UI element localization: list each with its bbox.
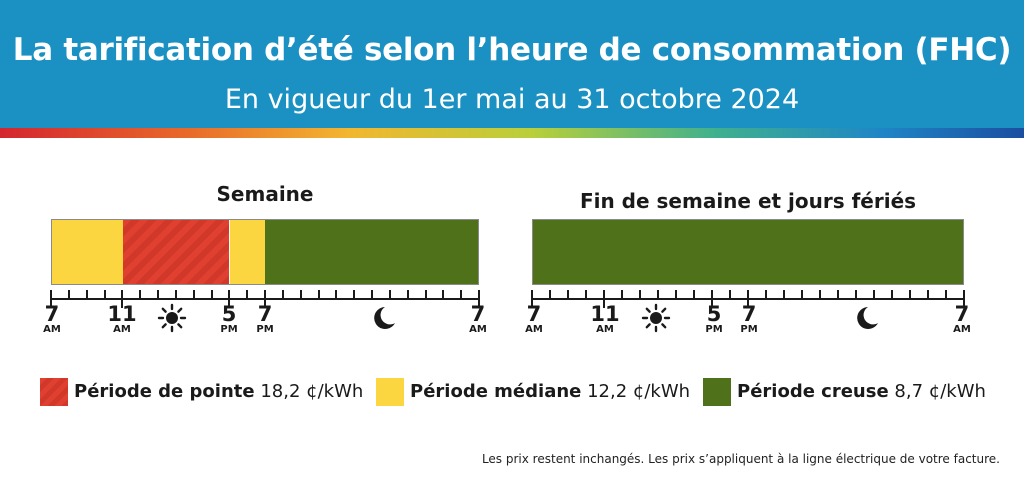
- axis-minor-tick: [442, 290, 445, 298]
- weekday-title: Semaine: [216, 182, 314, 206]
- legend-item-peak: Période de pointe 18,2 ¢/kWh: [40, 378, 380, 408]
- axis-minor-tick: [67, 290, 70, 298]
- weekend-label-5pm: 5 PM: [705, 302, 723, 336]
- legend-item-off: Période creuse 8,7 ¢/kWh: [703, 378, 1003, 408]
- page-title: La tarification d’été selon l’heure de c…: [12, 32, 1012, 68]
- weekend-title: Fin de semaine et jours fériés: [579, 189, 917, 213]
- header-banner: La tarification d’été selon l’heure de c…: [0, 0, 1024, 128]
- legend-swatch-off: [703, 378, 731, 406]
- footnote: Les prix restent inchangés. Les prix s’a…: [481, 452, 1000, 466]
- legend-name-peak: Période de pointe: [74, 381, 255, 402]
- legend-item-mid: Période médiane 12,2 ¢/kWh: [376, 378, 696, 408]
- legend-price-mid: 12,2 ¢/kWh: [587, 381, 691, 402]
- axis-minor-tick: [406, 290, 409, 298]
- axis-minor-tick: [872, 290, 875, 298]
- axis-minor-tick: [174, 290, 177, 298]
- weekday-label-7am: 7 AM: [43, 302, 61, 336]
- axis-major-tick: [121, 290, 124, 308]
- axis-minor-tick: [728, 290, 731, 298]
- weekend-label-7am-next: 7 AM: [953, 302, 971, 336]
- legend-swatch-peak: [40, 378, 68, 406]
- axis-minor-tick: [424, 290, 427, 298]
- weekday-time-axis: [50, 290, 480, 310]
- axis-minor-tick: [157, 290, 159, 298]
- axis-minor-tick: [674, 290, 677, 298]
- axis-major-tick: [264, 290, 266, 308]
- axis-minor-tick: [837, 290, 839, 298]
- sun-icon: [641, 303, 671, 333]
- axis-minor-tick: [103, 290, 106, 298]
- moon-icon: [374, 307, 395, 329]
- legend-price-off: 8,7 ¢/kWh: [894, 381, 986, 402]
- axis-minor-tick: [371, 290, 373, 298]
- weekday-label-11am: 11 AM: [107, 302, 137, 336]
- axis-minor-tick: [801, 290, 803, 298]
- weekday-label-7am-next: 7 AM: [469, 302, 487, 336]
- axis-minor-tick: [281, 290, 284, 298]
- axis-minor-tick: [782, 290, 785, 298]
- axis-minor-tick: [891, 290, 893, 298]
- weekday-label-7pm: 7 PM: [256, 302, 274, 336]
- axis-minor-tick: [693, 290, 695, 298]
- axis-minor-tick: [765, 290, 767, 298]
- axis-minor-tick: [818, 290, 821, 298]
- weekend-label-7am: 7 AM: [525, 302, 543, 336]
- axis-minor-tick: [926, 290, 929, 298]
- axis-minor-tick: [585, 290, 587, 298]
- axis-minor-tick: [210, 290, 213, 298]
- axis-minor-tick: [639, 290, 641, 298]
- axis-minor-tick: [192, 290, 195, 298]
- sun-icon: [157, 303, 187, 333]
- axis-minor-tick: [246, 290, 249, 298]
- weekend-timeline-bar: [532, 219, 964, 285]
- weekday-segment-off-peak: [265, 220, 478, 284]
- axis-major-tick: [478, 290, 480, 308]
- axis-major-tick: [963, 290, 965, 308]
- weekday-segment-peak: [122, 220, 230, 284]
- weekend-label-11am: 11 AM: [590, 302, 620, 336]
- page-subtitle: En vigueur du 1er mai au 31 octobre 2024: [224, 84, 800, 115]
- axis-minor-tick: [460, 290, 463, 298]
- weekend-label-7pm: 7 PM: [740, 302, 758, 336]
- axis-minor-tick: [621, 290, 623, 298]
- axis-minor-tick: [335, 290, 338, 298]
- axis-major-tick: [531, 290, 533, 308]
- axis-major-tick: [747, 290, 749, 308]
- axis-minor-tick: [353, 290, 356, 298]
- weekday-segment-mid-evening: [229, 220, 265, 284]
- axis-major-tick: [50, 290, 52, 308]
- axis-major-tick: [602, 290, 605, 308]
- gradient-divider: [0, 128, 1024, 138]
- axis-major-tick: [711, 290, 713, 308]
- weekend-time-axis: [531, 290, 965, 310]
- legend-name-mid: Période médiane: [410, 381, 582, 402]
- axis-minor-tick: [945, 290, 947, 298]
- axis-minor-tick: [317, 290, 320, 298]
- axis-minor-tick: [656, 290, 659, 298]
- legend-swatch-mid: [376, 378, 404, 406]
- axis-major-tick: [228, 290, 231, 308]
- axis-minor-tick: [299, 290, 302, 298]
- moon-icon: [857, 307, 878, 329]
- axis-minor-tick: [566, 290, 569, 298]
- axis-minor-tick: [85, 290, 88, 298]
- weekday-timeline-bar: [51, 219, 479, 285]
- axis-minor-tick: [139, 290, 142, 298]
- weekend-segment-off-peak: [533, 220, 963, 284]
- weekday-label-5pm: 5 PM: [220, 302, 238, 336]
- axis-minor-tick: [548, 290, 551, 298]
- axis-minor-tick: [855, 290, 857, 298]
- legend-price-peak: 18,2 ¢/kWh: [260, 381, 364, 402]
- axis-minor-tick: [388, 290, 391, 298]
- axis-minor-tick: [909, 290, 911, 298]
- weekday-segment-mid-morning: [52, 220, 123, 284]
- legend-name-off: Période creuse: [737, 381, 889, 402]
